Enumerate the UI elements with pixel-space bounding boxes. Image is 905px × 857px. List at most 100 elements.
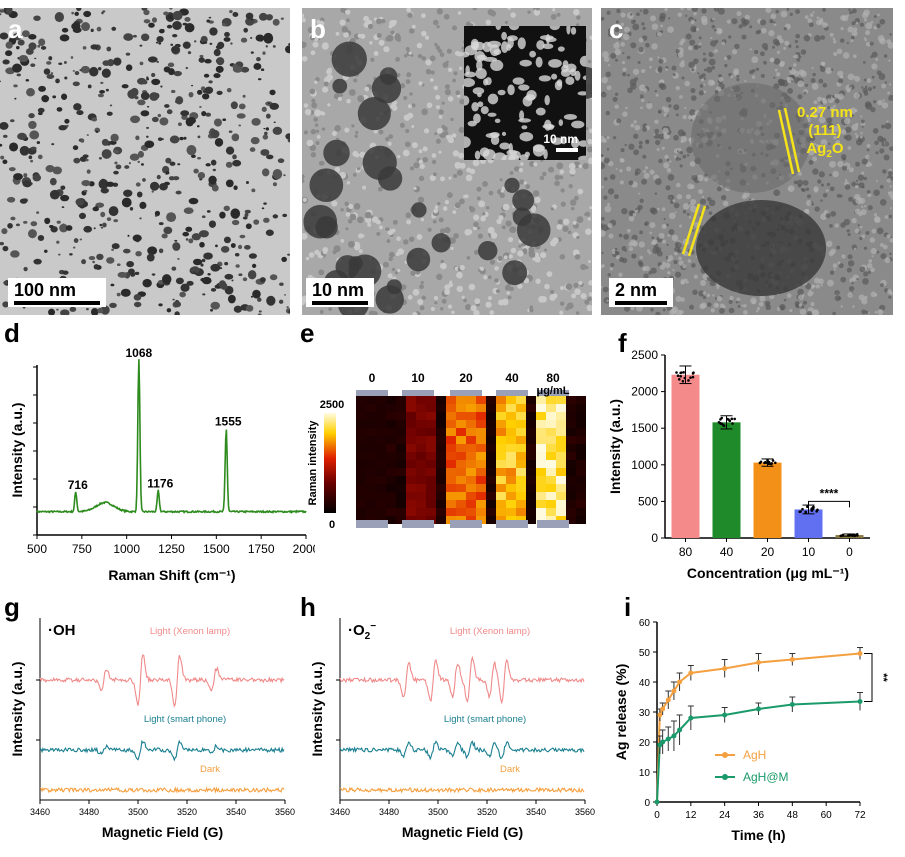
nanoparticle bbox=[244, 209, 251, 214]
nanoparticle bbox=[278, 299, 284, 304]
nanoparticle bbox=[15, 38, 19, 41]
nanoparticle bbox=[16, 45, 20, 50]
background-texture bbox=[429, 174, 436, 182]
background-texture bbox=[812, 309, 820, 315]
heatmap-cell bbox=[436, 428, 446, 436]
background-texture bbox=[854, 133, 858, 136]
background-texture bbox=[388, 134, 394, 139]
heatmap-cell bbox=[496, 476, 506, 484]
background-texture bbox=[417, 298, 424, 305]
background-texture bbox=[677, 51, 684, 58]
background-texture bbox=[853, 247, 857, 250]
inset-particle bbox=[550, 137, 563, 145]
nanoparticle bbox=[73, 157, 81, 164]
nanoparticle bbox=[125, 64, 133, 71]
background-texture bbox=[783, 46, 787, 50]
background-texture bbox=[489, 10, 497, 17]
inset-particle bbox=[480, 106, 489, 115]
background-texture bbox=[854, 228, 860, 234]
heatmap-cell bbox=[416, 484, 426, 492]
background-texture bbox=[861, 86, 864, 89]
nanoparticle bbox=[132, 234, 142, 242]
scale-bar-c: 2 nm bbox=[609, 278, 673, 307]
background-texture bbox=[626, 12, 634, 19]
y-tick-label: 0 bbox=[644, 798, 650, 809]
nanoparticle bbox=[63, 61, 67, 64]
heatmap-cell bbox=[456, 436, 466, 444]
background-texture bbox=[472, 8, 478, 11]
background-texture bbox=[710, 80, 716, 86]
background-texture bbox=[446, 192, 453, 199]
heatmap-cell bbox=[386, 428, 396, 436]
heatmap-cell bbox=[406, 468, 416, 476]
heatmap-cell bbox=[566, 444, 576, 452]
background-texture bbox=[808, 159, 814, 165]
heatmap-cell bbox=[566, 492, 576, 500]
heatmap-cell bbox=[376, 460, 386, 468]
background-texture bbox=[889, 207, 893, 210]
background-texture bbox=[743, 310, 748, 315]
background-texture bbox=[662, 127, 669, 134]
background-texture bbox=[719, 303, 725, 309]
background-texture bbox=[685, 33, 692, 40]
nanoparticle bbox=[257, 78, 262, 81]
background-texture bbox=[749, 25, 753, 29]
background-texture bbox=[634, 77, 639, 81]
background-texture bbox=[602, 51, 609, 58]
nanoparticle bbox=[130, 115, 141, 124]
spectrum-line bbox=[36, 359, 307, 514]
background-texture bbox=[468, 205, 474, 211]
heatmap-cell bbox=[406, 500, 416, 508]
background-texture bbox=[393, 19, 397, 24]
nanoparticle bbox=[177, 257, 180, 260]
nanoparticle bbox=[158, 28, 165, 34]
background-texture bbox=[459, 162, 466, 169]
heatmap-cell bbox=[466, 508, 476, 516]
heatmap-cell bbox=[506, 508, 516, 516]
background-texture bbox=[420, 217, 425, 222]
heatmap-cell bbox=[476, 412, 486, 420]
background-texture bbox=[876, 70, 882, 76]
background-texture bbox=[741, 194, 747, 200]
heatmap-cell bbox=[556, 396, 566, 404]
background-texture bbox=[501, 186, 506, 191]
background-texture bbox=[451, 310, 455, 315]
background-texture bbox=[677, 12, 682, 17]
background-texture bbox=[728, 299, 733, 305]
background-texture bbox=[881, 83, 887, 89]
nanoparticle bbox=[100, 305, 110, 315]
background-texture bbox=[810, 302, 815, 307]
background-texture bbox=[667, 255, 674, 261]
background-texture bbox=[702, 52, 706, 56]
data-point bbox=[756, 706, 761, 712]
background-texture bbox=[855, 161, 860, 167]
background-texture bbox=[811, 203, 814, 206]
inset-particle bbox=[519, 110, 525, 121]
nanoparticle bbox=[184, 22, 195, 33]
heatmap-cell bbox=[536, 452, 546, 460]
heatmap-cell bbox=[436, 412, 446, 420]
heatmap-cell bbox=[416, 396, 426, 404]
lattice-phase: Ag2O bbox=[806, 140, 844, 160]
heatmap-cell bbox=[396, 436, 406, 444]
heatmap-cell bbox=[446, 484, 456, 492]
nanoparticle bbox=[171, 266, 177, 271]
background-texture bbox=[302, 56, 308, 62]
data-point bbox=[660, 739, 666, 745]
background-texture bbox=[859, 135, 863, 139]
heatmap-cell bbox=[366, 460, 376, 468]
nanoparticle bbox=[188, 197, 199, 205]
background-texture bbox=[805, 187, 810, 191]
background-texture bbox=[451, 25, 458, 31]
background-texture bbox=[345, 227, 349, 231]
x-tick-label: 3540 bbox=[526, 807, 546, 817]
series-label: Light (Xenon lamp) bbox=[150, 626, 230, 637]
background-texture bbox=[786, 8, 790, 11]
background-texture bbox=[606, 136, 610, 140]
background-texture bbox=[571, 293, 577, 299]
background-texture bbox=[588, 280, 592, 286]
y-tick-label: 2000 bbox=[631, 385, 658, 399]
background-texture bbox=[429, 78, 434, 82]
background-texture bbox=[699, 303, 706, 310]
nanoparticle bbox=[75, 198, 85, 206]
